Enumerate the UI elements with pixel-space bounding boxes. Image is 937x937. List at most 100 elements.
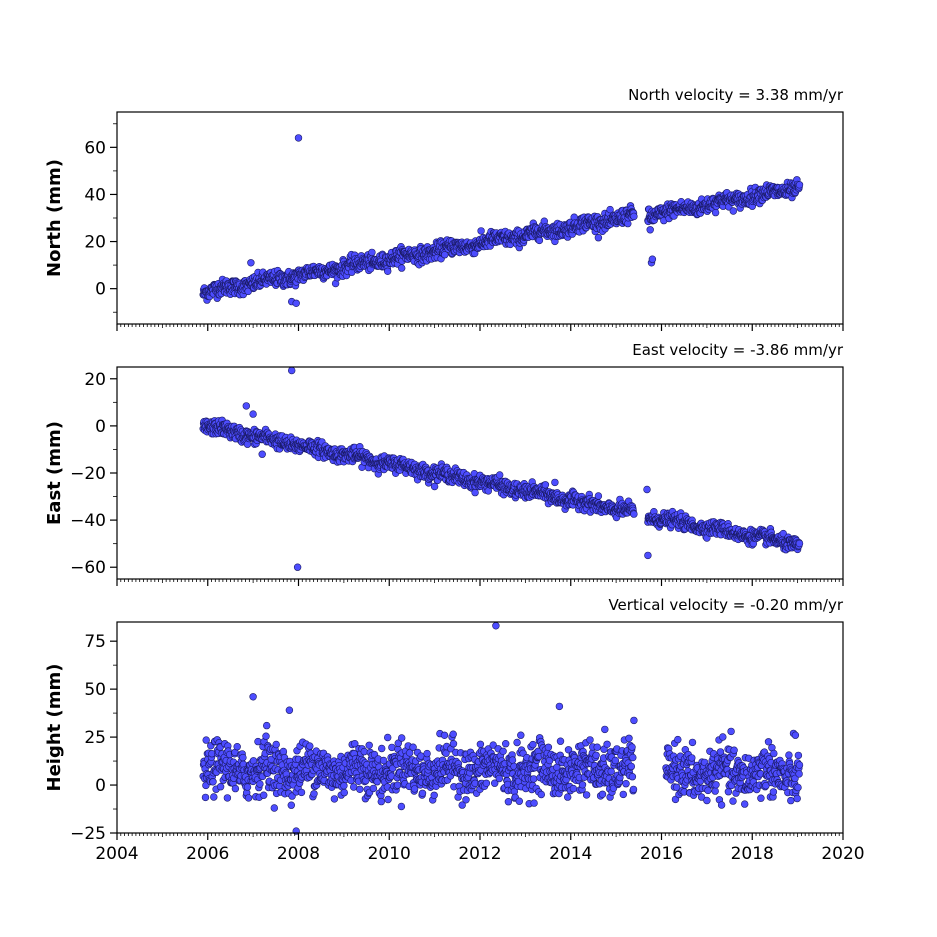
data-point bbox=[594, 234, 603, 242]
outlier-point bbox=[646, 226, 654, 234]
data-point bbox=[369, 784, 378, 793]
y-tick-label: −20 bbox=[70, 464, 106, 484]
outlier-point bbox=[242, 402, 251, 410]
outlier-point bbox=[643, 485, 651, 494]
y-tick-label: 20 bbox=[84, 370, 106, 390]
data-point bbox=[231, 784, 240, 793]
data-point bbox=[350, 783, 358, 791]
data-point bbox=[477, 227, 485, 235]
data-point bbox=[368, 248, 376, 257]
north-scatter-points bbox=[199, 134, 804, 307]
data-point bbox=[688, 754, 696, 762]
data-point bbox=[628, 772, 637, 781]
data-point bbox=[795, 181, 804, 189]
data-point bbox=[379, 756, 388, 765]
data-point bbox=[279, 747, 288, 756]
data-point bbox=[603, 740, 611, 748]
data-point bbox=[712, 781, 720, 789]
data-point bbox=[398, 264, 406, 272]
outlier-point bbox=[293, 563, 302, 571]
data-point bbox=[340, 788, 348, 797]
data-point bbox=[449, 730, 457, 738]
data-point bbox=[611, 756, 620, 765]
data-point bbox=[398, 734, 406, 742]
data-point bbox=[233, 742, 241, 751]
data-point bbox=[260, 791, 268, 799]
data-point bbox=[216, 782, 225, 791]
data-point bbox=[724, 787, 733, 796]
north-y-axis-label: North (mm) bbox=[44, 159, 65, 277]
outlier-point bbox=[648, 255, 657, 263]
data-point bbox=[441, 251, 449, 259]
data-point bbox=[515, 797, 523, 805]
data-point bbox=[365, 741, 373, 749]
data-point bbox=[740, 800, 749, 808]
outlier-point bbox=[247, 259, 255, 267]
data-point bbox=[730, 746, 738, 754]
north-velocity-title: North velocity = 3.38 mm/yr bbox=[628, 86, 844, 104]
data-point bbox=[622, 779, 630, 788]
data-point bbox=[529, 740, 537, 749]
data-point bbox=[795, 539, 804, 548]
data-point bbox=[482, 779, 491, 787]
data-point bbox=[769, 788, 778, 796]
east-velocity-title: East velocity = -3.86 mm/yr bbox=[632, 341, 844, 359]
data-point bbox=[582, 791, 591, 799]
data-point bbox=[330, 795, 339, 803]
data-point bbox=[628, 743, 636, 751]
data-point bbox=[508, 756, 517, 764]
data-point bbox=[688, 738, 697, 747]
data-point bbox=[727, 727, 735, 736]
data-point bbox=[630, 716, 638, 725]
data-point bbox=[711, 787, 719, 795]
data-point bbox=[272, 740, 280, 749]
data-point bbox=[556, 737, 565, 745]
data-point bbox=[496, 471, 504, 479]
data-point bbox=[703, 796, 711, 805]
y-tick-label: 0 bbox=[95, 417, 106, 437]
data-point bbox=[262, 732, 270, 740]
data-point bbox=[569, 784, 578, 793]
data-point bbox=[625, 734, 633, 742]
data-point bbox=[418, 789, 427, 797]
outlier-point bbox=[644, 551, 652, 560]
data-point bbox=[757, 794, 765, 802]
data-point bbox=[340, 782, 348, 790]
data-point bbox=[719, 733, 727, 741]
data-point bbox=[502, 739, 510, 748]
data-point bbox=[541, 481, 550, 489]
data-point bbox=[563, 793, 572, 801]
y-tick-label: 40 bbox=[84, 185, 106, 205]
data-point bbox=[674, 735, 682, 744]
data-point bbox=[629, 785, 638, 794]
data-point bbox=[630, 212, 638, 221]
outlier-point bbox=[551, 478, 559, 487]
data-point bbox=[244, 794, 253, 802]
data-point bbox=[513, 738, 521, 747]
data-point bbox=[619, 790, 627, 799]
outlier-point bbox=[258, 450, 266, 458]
outlier-point bbox=[294, 134, 303, 142]
data-point bbox=[594, 492, 603, 500]
data-point bbox=[397, 802, 406, 811]
data-point bbox=[529, 775, 538, 783]
data-point bbox=[787, 796, 795, 805]
data-point bbox=[243, 783, 252, 791]
data-point bbox=[593, 743, 601, 751]
data-point bbox=[201, 793, 210, 802]
data-point bbox=[378, 744, 386, 753]
data-point bbox=[384, 733, 392, 742]
data-point bbox=[223, 794, 232, 802]
data-point bbox=[729, 207, 737, 215]
data-point bbox=[504, 797, 513, 806]
data-point bbox=[423, 749, 431, 758]
data-point bbox=[499, 747, 507, 755]
data-point bbox=[630, 510, 638, 518]
outlier-point bbox=[288, 366, 296, 375]
data-point bbox=[384, 267, 392, 275]
data-point bbox=[476, 740, 485, 748]
data-point bbox=[495, 774, 503, 783]
data-point bbox=[770, 749, 778, 758]
